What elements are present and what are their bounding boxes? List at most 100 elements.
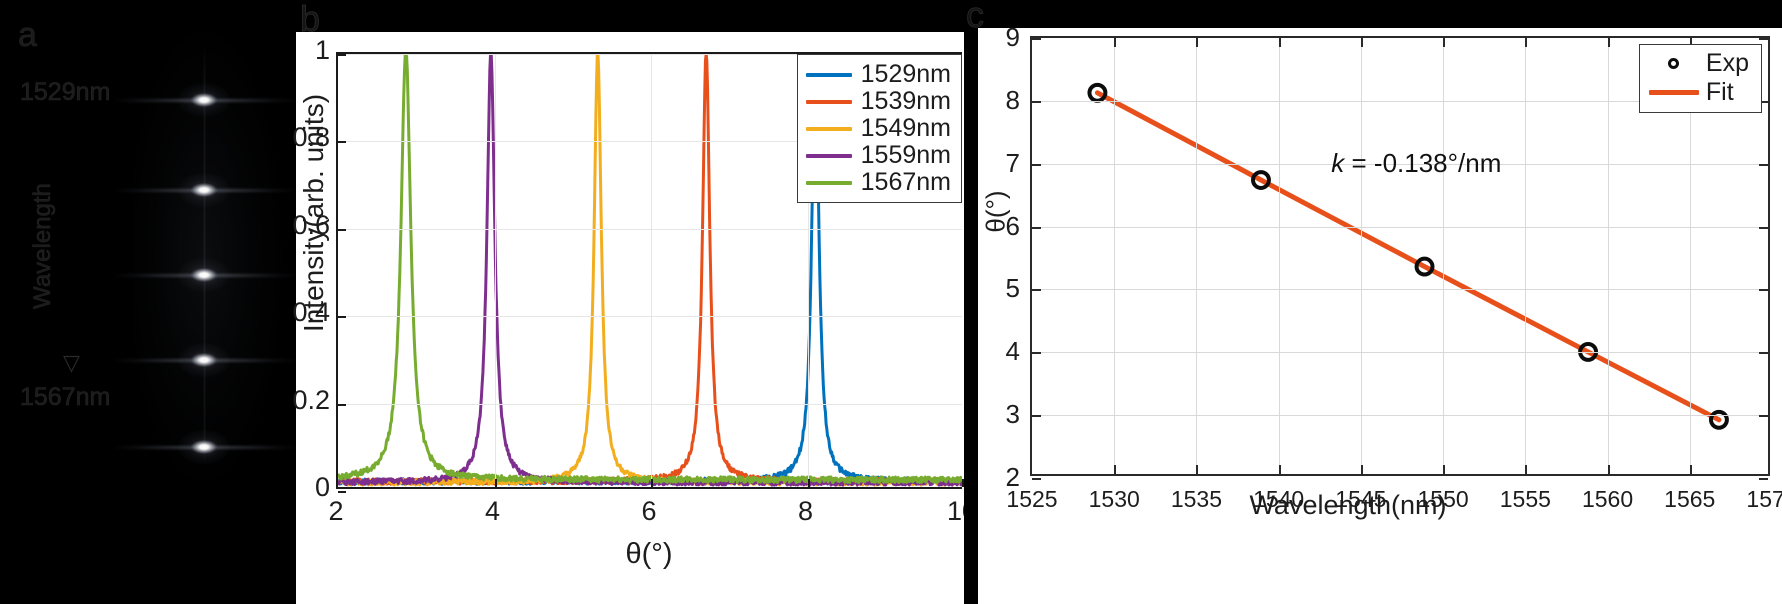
data-point-marker <box>1580 344 1596 360</box>
panel-c-x-axis-title: Wavelength(nm) <box>1249 490 1447 520</box>
axis-tick-x-top <box>1114 38 1117 47</box>
legend-item[interactable]: 1529nm <box>805 60 951 88</box>
axis-tick-y <box>1032 226 1041 229</box>
axis-tick-y-right <box>1759 38 1768 40</box>
legend-marker <box>1648 90 1700 95</box>
panel-a-farfield-image: a 1529nm 1567nm Wavelength ▽ <box>0 0 296 604</box>
axis-tick-x-top <box>1278 38 1281 47</box>
axis-tick-y <box>1032 289 1041 292</box>
axis-tick-y <box>338 141 346 144</box>
data-point-marker <box>1089 85 1105 101</box>
panel-divider <box>964 0 978 604</box>
grid-line-vertical <box>807 54 809 487</box>
axis-tick-y <box>1032 352 1041 355</box>
x-tick-label: 4 <box>484 496 501 526</box>
axis-tick-x <box>962 479 964 487</box>
axis-tick-x <box>651 479 653 487</box>
grid-line-horizontal <box>1032 100 1768 102</box>
legend-item[interactable]: 1539nm <box>805 87 951 115</box>
axis-tick-y <box>338 316 346 319</box>
legend-item[interactable]: 1559nm <box>805 141 951 169</box>
legend-label: 1549nm <box>860 114 951 142</box>
axis-tick-x <box>1689 465 1692 474</box>
axis-tick-x-top <box>1689 38 1692 47</box>
axis-tick-y <box>1032 38 1041 40</box>
x-tick-label: 1560 <box>1581 486 1634 512</box>
y-tick-label: 7 <box>1005 147 1020 178</box>
x-tick-label: 8 <box>797 496 814 526</box>
axis-tick-y-right <box>1759 163 1768 166</box>
x-tick-label: 1550 <box>1417 486 1469 512</box>
x-tick-label: 1555 <box>1499 486 1551 512</box>
grid-line-horizontal <box>1032 415 1768 417</box>
axis-tick-x <box>807 479 810 487</box>
legend-label: 1539nm <box>860 87 951 115</box>
panel-c-dispersion-plot: c k = -0.138°/nm Exp Fit 2 3 4 5 6 7 8 9 1525 1530… <box>966 0 1782 604</box>
diffraction-glow-field <box>134 32 282 482</box>
axis-tick-y-right <box>1759 352 1768 355</box>
y-tick-label: 0.2 <box>292 384 330 415</box>
axis-tick-y <box>338 403 346 406</box>
spectrum-curve <box>338 54 962 483</box>
legend-color-swatch <box>805 72 852 77</box>
y-tick-label: 0 <box>314 472 330 502</box>
legend-item[interactable]: Exp <box>1648 49 1749 78</box>
legend-color-swatch <box>805 153 852 158</box>
panel-b-axes <box>336 52 964 493</box>
circle-marker-icon <box>1668 58 1680 69</box>
axis-tick-y <box>1032 478 1041 480</box>
diffraction-spot <box>191 353 217 367</box>
legend-item[interactable]: 1567nm <box>805 168 951 196</box>
grid-line-vertical <box>1525 38 1527 474</box>
panel-c-slope-annotation: k = -0.138°/nm <box>1331 148 1501 179</box>
x-tick-label: 1545 <box>1335 486 1387 512</box>
grid-line-vertical <box>651 54 652 487</box>
panel-b-top-bar <box>296 0 964 32</box>
legend-marker <box>1648 58 1700 69</box>
grid-line-horizontal <box>338 316 962 318</box>
panel-b-spectra-plot: b Intensity(arb. units) θ(°) 1529nm 1539n… <box>292 0 977 604</box>
y-tick-label: 8 <box>1005 84 1020 115</box>
y-tick-label: 4 <box>1005 336 1020 367</box>
axis-tick-y <box>1032 100 1041 103</box>
panel-b-x-axis-title: θ(°) <box>625 538 673 570</box>
down-arrow-icon: ▽ <box>63 350 80 375</box>
axis-tick-y-right <box>1759 415 1768 418</box>
panel-a-camera-canvas <box>14 12 296 592</box>
grid-line-vertical <box>1689 38 1691 474</box>
grid-line-vertical <box>494 54 496 487</box>
axis-tick-y-right <box>1759 226 1768 229</box>
legend-label: 1567nm <box>860 168 951 196</box>
grid-line-vertical <box>1607 38 1609 474</box>
x-tick-label: 1565 <box>1664 486 1716 512</box>
data-point-marker <box>1711 412 1727 428</box>
y-tick-label: 2 <box>1005 462 1020 492</box>
y-tick-label: 0.4 <box>292 297 330 328</box>
fit-line <box>1097 93 1719 420</box>
legend-item[interactable]: 1549nm <box>805 114 951 142</box>
x-tick-label: 2 <box>328 496 344 526</box>
grid-line-horizontal <box>338 228 962 230</box>
diffraction-spot <box>191 183 217 197</box>
axis-tick-y <box>1032 163 1041 166</box>
axis-tick-y <box>338 491 346 493</box>
axis-tick-x-top <box>1525 38 1528 47</box>
y-tick-label: 5 <box>1005 273 1020 304</box>
axis-tick-x-top <box>1360 38 1363 47</box>
legend-color-swatch <box>805 99 852 104</box>
y-tick-label: 3 <box>1005 399 1020 430</box>
legend-label: Fit <box>1705 78 1734 106</box>
legend-color-swatch <box>805 180 852 185</box>
axis-tick-x <box>1360 465 1363 474</box>
x-tick-label: 1535 <box>1170 486 1223 512</box>
legend-item[interactable]: Fit <box>1648 78 1749 107</box>
panel-a-bottom-wavelength-label: 1567nm <box>20 383 111 412</box>
diffraction-spot <box>191 93 217 107</box>
legend-label: 1529nm <box>860 60 951 88</box>
panel-a-wavelength-axis-label: Wavelength <box>29 183 57 309</box>
grid-line-horizontal <box>338 54 962 55</box>
y-tick-label: 0.6 <box>292 209 330 240</box>
axis-tick-x <box>1607 465 1610 474</box>
slope-value: = -0.138°/nm <box>1344 147 1502 178</box>
